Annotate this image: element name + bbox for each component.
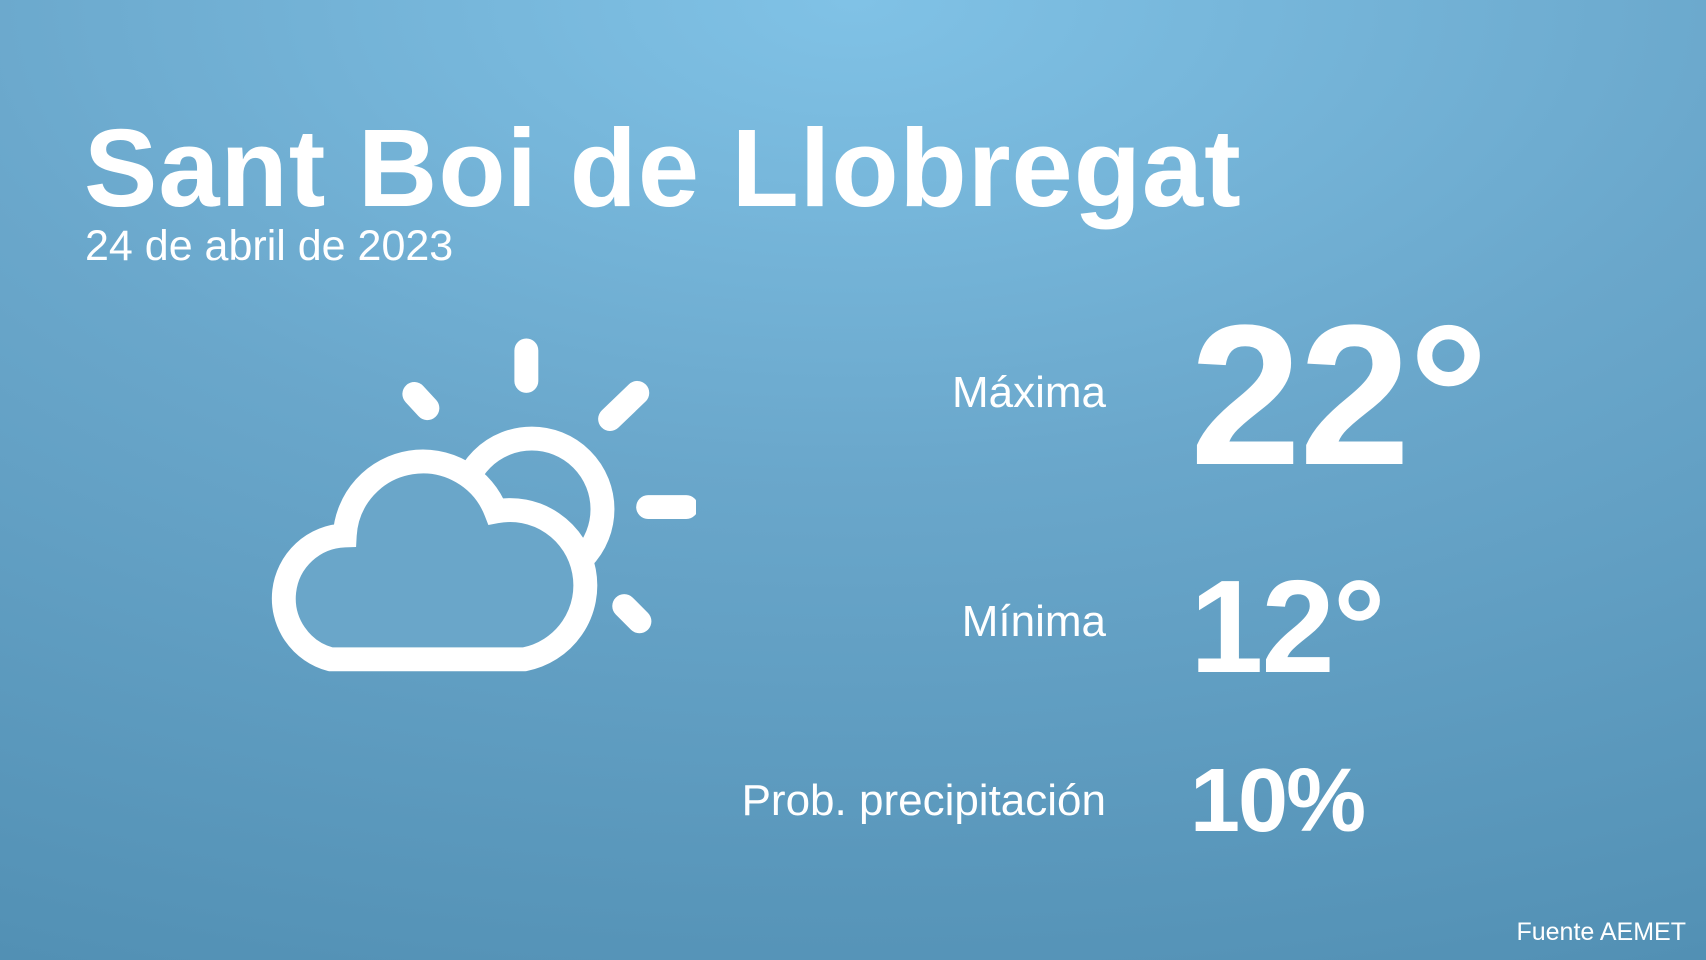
partly-cloudy-icon — [271, 338, 696, 672]
precip-value: 10% — [1190, 751, 1366, 851]
min-temp-label: Mínima — [961, 597, 1106, 646]
min-temp-value: 12° — [1190, 553, 1386, 700]
city-title: Sant Boi de Llobregat — [84, 107, 1242, 230]
source-credit: Fuente AEMET — [1516, 918, 1686, 946]
max-temp-label: Máxima — [951, 368, 1106, 417]
max-temp-value: 22° — [1190, 284, 1488, 507]
precip-label: Prob. precipitación — [741, 776, 1106, 825]
forecast-date: 24 de abril de 2023 — [85, 222, 454, 270]
